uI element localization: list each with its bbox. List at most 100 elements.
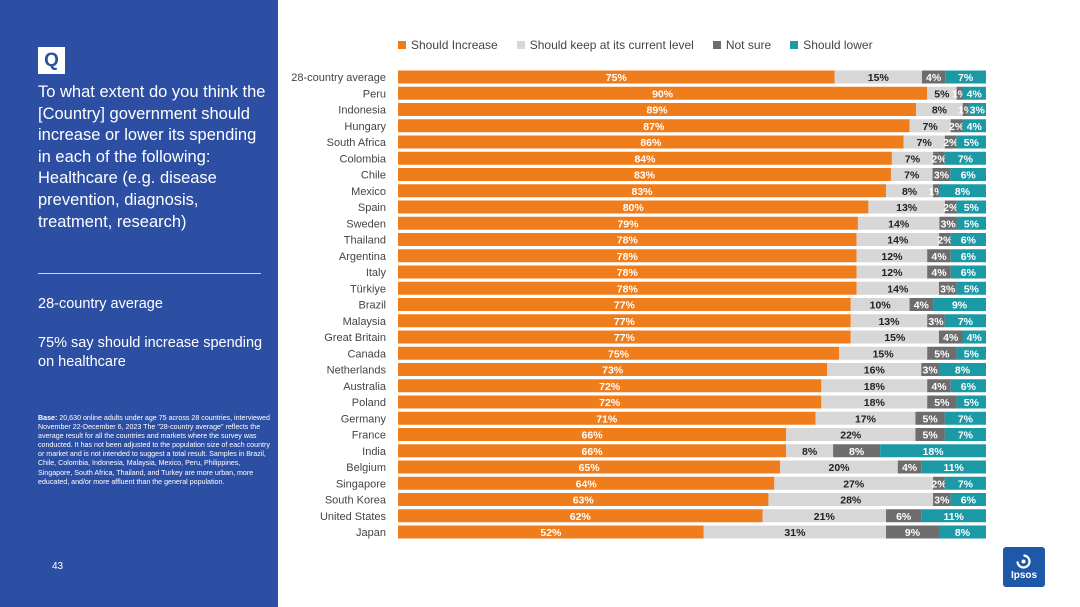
data-label-should-lower-malaysia: 7%	[958, 316, 974, 328]
bar-should-keep-singapore	[774, 476, 934, 490]
data-label-should-keep-peru: 5%	[934, 88, 950, 100]
data-label-should-lower-great-britain: 4%	[967, 332, 983, 344]
data-label-should-lower-france: 7%	[958, 430, 974, 442]
data-label-should-keep-belgium: 20%	[828, 462, 850, 474]
data-label-should-increase-australia: 72%	[599, 381, 621, 393]
data-label-should-keep-south-korea: 28%	[840, 495, 862, 507]
data-label-not-sure-turkiye: 3%	[940, 283, 956, 295]
data-label-should-increase-mexico: 83%	[632, 186, 654, 198]
data-label-should-lower-brazil: 9%	[952, 300, 968, 312]
bar-should-lower-mexico	[938, 184, 986, 198]
bar-should-keep-south-korea	[768, 493, 934, 506]
data-label-should-keep-hungary: 7%	[923, 121, 939, 133]
category-label-japan: Japan	[356, 527, 386, 539]
bar-not-sure-france	[915, 428, 945, 441]
data-label-should-increase-sweden: 79%	[617, 218, 639, 230]
bar-not-sure-malaysia	[927, 314, 945, 328]
bar-should-increase-italy	[398, 265, 857, 279]
data-label-not-sure-south-africa: 2%	[943, 137, 959, 149]
category-label-mexico: Mexico	[351, 186, 386, 198]
bar-should-keep-28-country-average	[834, 70, 922, 84]
question-badge: Q	[38, 47, 65, 74]
data-label-not-sure-spain: 2%	[943, 202, 959, 214]
bar-should-lower-belgium	[921, 460, 986, 474]
bar-should-increase-south-korea	[398, 493, 769, 506]
bar-should-lower-thailand	[950, 233, 986, 246]
bar-not-sure-28-country-average	[921, 70, 946, 84]
bar-should-keep-japan	[703, 525, 887, 539]
data-label-should-keep-india: 8%	[802, 446, 818, 458]
data-label-should-lower-south-korea: 6%	[961, 495, 977, 507]
bar-should-increase-india	[398, 444, 787, 458]
data-label-should-keep-germany: 17%	[855, 413, 877, 425]
bar-should-increase-28-country-average	[398, 70, 835, 84]
data-label-should-increase-singapore: 64%	[576, 478, 598, 490]
data-label-should-lower-australia: 6%	[961, 381, 977, 393]
bar-not-sure-united-states	[886, 509, 922, 523]
data-label-not-sure-france: 5%	[923, 430, 939, 442]
data-label-should-increase-malaysia: 77%	[614, 316, 636, 328]
bar-should-lower-singapore	[944, 476, 986, 490]
legend-label: Should Increase	[411, 38, 498, 52]
bar-should-increase-spain	[398, 200, 869, 214]
data-label-should-increase-south-africa: 86%	[640, 137, 662, 149]
data-label-should-increase-thailand: 78%	[617, 235, 639, 247]
legend-item-should-keep: Should keep at its current level	[516, 38, 694, 52]
category-label-united-states: United States	[320, 511, 387, 523]
ipsos-logo: Ipsos	[1003, 547, 1045, 587]
data-label-should-keep-colombia: 7%	[905, 153, 921, 165]
data-label-not-sure-singapore: 2%	[931, 478, 947, 490]
legend-label: Should keep at its current level	[529, 38, 694, 52]
bar-should-lower-canada	[956, 346, 986, 360]
bar-should-increase-malaysia	[398, 314, 851, 328]
bar-should-keep-great-britain	[850, 330, 939, 344]
legend-item-should-lower: Should lower	[790, 38, 873, 52]
category-label-poland: Poland	[352, 397, 386, 409]
data-label-should-lower-germany: 7%	[958, 413, 974, 425]
bar-not-sure-colombia	[933, 151, 945, 165]
data-label-not-sure-thailand: 2%	[937, 235, 953, 247]
category-label-singapore: Singapore	[336, 478, 386, 490]
data-label-should-keep-united-states: 21%	[814, 511, 836, 523]
bar-should-increase-netherlands	[398, 363, 828, 376]
bar-should-lower-indonesia	[968, 103, 986, 116]
category-label-italy: Italy	[366, 267, 387, 279]
category-label-netherlands: Netherlands	[327, 365, 387, 377]
bar-should-keep-hungary	[909, 119, 951, 133]
bar-not-sure-singapore	[933, 476, 945, 490]
bar-should-lower-germany	[944, 411, 986, 425]
bar-should-lower-hungary	[962, 119, 986, 133]
divider	[38, 273, 261, 274]
data-label-should-lower-argentina: 6%	[961, 251, 977, 263]
data-label-should-lower-indonesia: 3%	[970, 105, 986, 117]
bar-should-increase-colombia	[398, 151, 892, 165]
bar-should-lower-south-korea	[950, 493, 986, 506]
data-label-should-increase-south-korea: 63%	[573, 495, 595, 507]
bar-not-sure-hungary	[950, 119, 963, 133]
category-label-germany: Germany	[341, 413, 387, 425]
category-label-south-africa: South Africa	[327, 137, 387, 149]
legend-swatch	[712, 41, 721, 49]
bar-should-keep-turkiye	[856, 281, 939, 295]
bar-not-sure-chile	[932, 168, 951, 181]
legend-item-should-increase: Should Increase	[398, 38, 498, 52]
data-label-should-increase-germany: 71%	[596, 413, 618, 425]
data-label-not-sure-argentina: 4%	[931, 251, 947, 263]
category-label-belgium: Belgium	[346, 462, 386, 474]
logo-text: Ipsos	[1010, 570, 1038, 581]
bar-should-increase-mexico	[398, 184, 887, 198]
data-label-should-increase-turkiye: 78%	[617, 283, 639, 295]
bar-should-increase-thailand	[398, 233, 857, 246]
bar-not-sure-australia	[927, 379, 951, 393]
bar-should-increase-turkiye	[398, 281, 857, 295]
data-label-should-lower-sweden: 5%	[964, 218, 980, 230]
data-label-should-keep-chile: 7%	[904, 170, 920, 182]
data-label-should-increase-netherlands: 73%	[602, 365, 624, 377]
bar-not-sure-great-britain	[938, 330, 963, 344]
data-label-not-sure-belgium: 4%	[902, 462, 918, 474]
bar-not-sure-south-korea	[933, 493, 951, 506]
data-label-should-keep-south-africa: 7%	[917, 137, 933, 149]
bar-should-keep-france	[786, 428, 916, 441]
bar-not-sure-italy	[927, 265, 951, 279]
base-label: Base:	[38, 414, 58, 422]
